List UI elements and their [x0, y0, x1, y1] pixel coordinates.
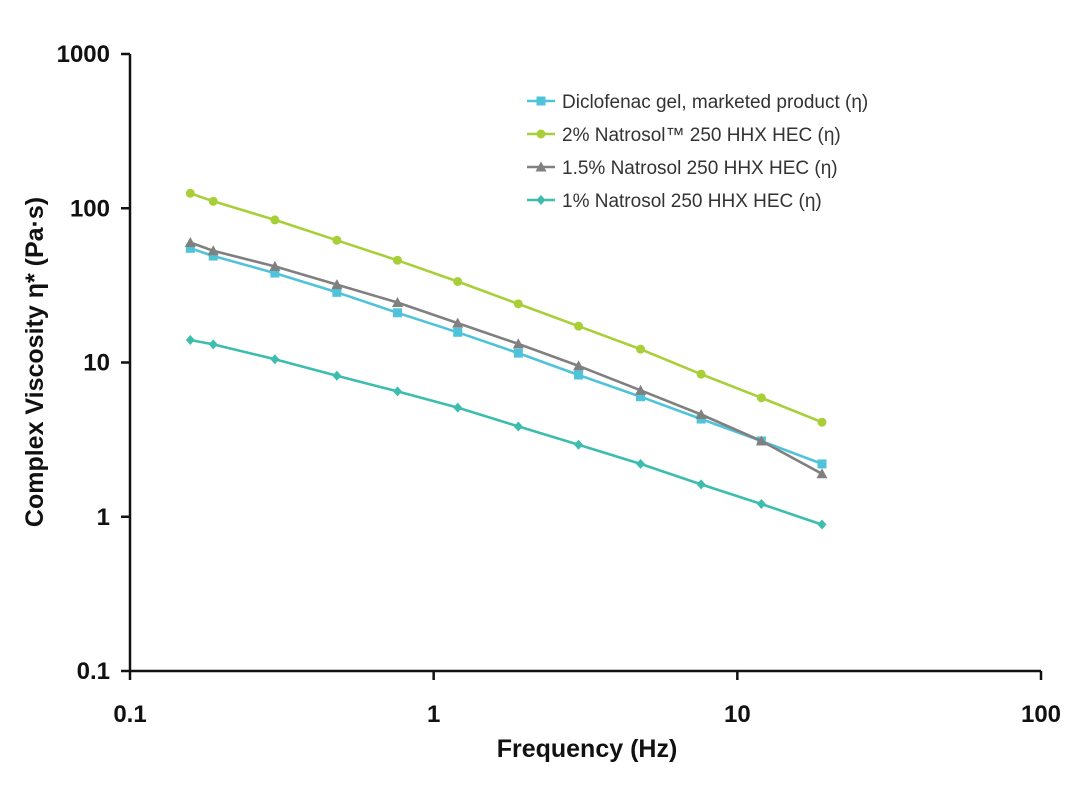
data-point — [574, 370, 584, 380]
data-point — [696, 369, 706, 379]
series-line — [190, 338, 823, 526]
y-axis-title: Complex Viscosity η* (Pa·s) — [21, 197, 49, 527]
data-point — [816, 468, 828, 479]
data-point — [817, 417, 827, 427]
series-line — [189, 241, 823, 475]
series-group — [184, 188, 828, 530]
data-point — [207, 245, 219, 256]
data-point — [574, 321, 584, 331]
legend-entry: Diclofenac gel, marketed product (η) — [527, 92, 868, 113]
data-point — [513, 421, 523, 432]
data-point — [208, 251, 218, 261]
legend-label: 2% Natrosol™ 250 HHX HEC (η) — [562, 125, 841, 146]
data-point — [269, 260, 281, 271]
data-point — [185, 188, 195, 198]
legend-marker — [536, 195, 546, 205]
legend-marker — [536, 96, 546, 106]
data-point — [270, 354, 280, 365]
data-point — [756, 393, 766, 403]
data-point — [208, 339, 218, 350]
data-point — [512, 338, 524, 349]
x-axis-title: Frequency (Hz) — [497, 735, 678, 763]
series-3 — [185, 334, 827, 530]
x-tick-label: 10 — [724, 701, 751, 728]
data-point — [696, 479, 706, 490]
data-point — [636, 344, 646, 354]
data-point — [635, 384, 647, 395]
legend-marker — [536, 129, 546, 139]
data-point — [817, 519, 827, 530]
data-point — [453, 402, 463, 413]
series-1 — [185, 188, 827, 427]
x-tick-label: 0.1 — [113, 701, 146, 728]
data-point — [513, 348, 523, 358]
data-point — [270, 215, 280, 225]
data-point — [332, 235, 342, 245]
data-point — [453, 327, 463, 337]
legend-label: 1% Natrosol 250 HHX HEC (η) — [562, 191, 822, 212]
y-tick-label: 10 — [83, 350, 110, 377]
data-point — [392, 255, 402, 265]
data-point — [392, 308, 402, 318]
data-point — [208, 196, 218, 206]
data-point — [817, 459, 827, 469]
data-point — [392, 386, 402, 397]
data-point — [755, 435, 767, 446]
y-tick-label: 100 — [70, 195, 110, 222]
data-point — [391, 296, 403, 307]
legend-label: 1.5% Natrosol 250 HHX HEC (η) — [562, 158, 838, 179]
legend-entry: 2% Natrosol™ 250 HHX HEC (η) — [527, 125, 841, 146]
series-2 — [184, 236, 828, 479]
legend-entry: 1.5% Natrosol 250 HHX HEC (η) — [527, 158, 838, 179]
data-point — [574, 439, 584, 450]
data-point — [636, 458, 646, 469]
data-point — [636, 392, 646, 402]
x-tick-label: 1 — [427, 701, 440, 728]
data-point — [756, 498, 766, 509]
data-point — [185, 334, 195, 345]
data-point — [185, 243, 195, 253]
data-point — [332, 370, 342, 381]
axes — [128, 54, 1041, 673]
x-tick-label: 100 — [1021, 701, 1061, 728]
data-point — [696, 414, 706, 424]
legend: Diclofenac gel, marketed product (η) 2% N… — [527, 92, 868, 212]
data-point — [270, 268, 280, 278]
data-point — [695, 409, 707, 420]
ticks: 0.1 1 10 100 1000 0.1 1 10 100 — [57, 41, 1061, 728]
data-point — [453, 277, 463, 287]
y-tick-label: 0.1 — [77, 658, 110, 685]
legend-marker — [535, 161, 547, 172]
legend-entry: 1% Natrosol 250 HHX HEC (η) — [527, 191, 822, 212]
y-tick-label: 1 — [97, 504, 110, 531]
data-point — [332, 287, 342, 297]
data-point — [452, 317, 464, 328]
series-line — [189, 192, 823, 424]
y-tick-label: 1000 — [57, 41, 110, 68]
series-0 — [185, 243, 827, 469]
data-point — [573, 360, 585, 371]
data-point — [513, 299, 523, 309]
legend-label: Diclofenac gel, marketed product (η) — [562, 92, 868, 113]
data-point — [331, 279, 343, 290]
series-line — [189, 247, 823, 466]
data-point — [184, 236, 196, 247]
